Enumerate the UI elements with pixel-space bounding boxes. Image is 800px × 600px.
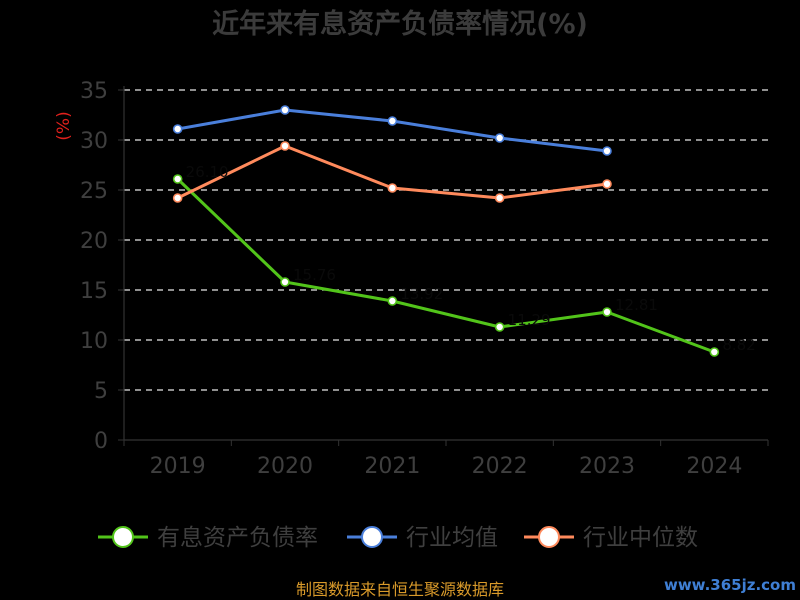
y-tick-label: 30 [80,129,108,154]
axes: 0 5 10 15 20 25 30 35 2019 2020 2021 2022 2023 2024 [80,79,769,479]
data-label: 26.10 [186,163,229,181]
y-tick-label: 20 [80,229,108,254]
y-tick-label: 10 [80,329,108,354]
data-label: 13.92 [400,285,443,303]
data-point [172,124,183,134]
data-point [494,133,505,143]
x-tick-label: 2021 [364,454,420,479]
data-label: 8.82 [722,336,755,354]
watermark: www.365jz.com [664,576,796,594]
source-note: 制图数据来自恒生聚源数据库 [296,580,504,599]
legend-marker [112,526,134,548]
x-tick-label: 2019 [150,454,206,479]
x-tick-label: 2023 [579,454,635,479]
data-point [387,183,398,193]
series-line-1 [177,108,608,153]
y-tick-label: 25 [80,179,108,204]
legend: 有息资产负债率 行业均值 行业中位数 [98,525,698,551]
data-point [602,146,612,156]
y-tick-label: 0 [94,429,108,454]
chart-title: 近年来有息资产负债率情况(%) [212,8,588,40]
data-point [387,116,398,126]
data-point [494,193,505,203]
series-line-0 [176,177,715,354]
legend-label: 有息资产负债率 [157,525,318,551]
y-axis-label: (%) [54,111,74,140]
y-tick-label: 15 [80,279,108,304]
data-point [602,179,612,189]
legend-label: 行业均值 [406,525,498,551]
series-lines [172,105,720,357]
data-point [172,193,183,203]
data-labels: 26.10 15.76 13.92 11.29 12.81 8.82 [186,163,756,354]
x-tick-label: 2024 [686,454,742,479]
data-label: 11.29 [508,311,551,329]
x-tick-label: 2020 [257,454,313,479]
y-tick-label: 5 [94,379,108,404]
data-point [602,307,612,317]
legend-marker [538,526,560,548]
data-point [709,347,720,357]
data-point [172,174,183,184]
data-point [280,105,290,115]
data-point [280,141,290,151]
data-point [280,277,290,287]
data-point [387,296,398,306]
grid-lines [124,89,768,391]
legend-label: 行业中位数 [583,525,698,551]
data-point [494,322,505,332]
y-tick-label: 35 [80,79,108,104]
legend-marker [361,526,383,548]
data-label: 12.81 [615,296,658,314]
x-tick-label: 2022 [472,454,528,479]
data-label: 15.76 [293,266,336,284]
